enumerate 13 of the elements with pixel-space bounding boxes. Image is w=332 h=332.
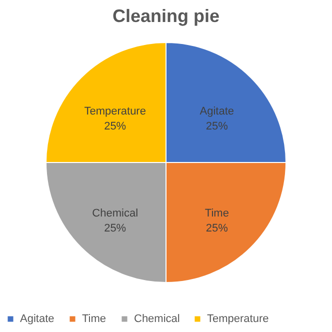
slice-label: Time bbox=[204, 207, 229, 220]
data-label: 25% bbox=[104, 120, 126, 133]
legend-label: Time bbox=[82, 312, 106, 325]
legend-label: Temperature bbox=[207, 312, 269, 325]
data-label: 25% bbox=[206, 222, 228, 234]
data-label: 25% bbox=[206, 120, 228, 133]
chart-title: Cleaning pie bbox=[112, 6, 220, 26]
legend-label: Chemical bbox=[134, 312, 180, 325]
slice-label: Temperature bbox=[84, 106, 146, 118]
legend-label: Agitate bbox=[20, 312, 54, 325]
slice-label: Agitate bbox=[200, 106, 234, 118]
slice-label: Chemical bbox=[92, 207, 138, 220]
data-label: 25% bbox=[104, 222, 126, 234]
